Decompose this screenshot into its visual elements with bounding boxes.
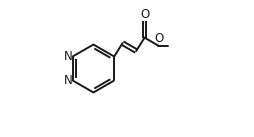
Text: N: N — [64, 50, 73, 63]
Text: O: O — [154, 32, 164, 45]
Text: N: N — [64, 74, 73, 87]
Text: O: O — [140, 8, 149, 21]
